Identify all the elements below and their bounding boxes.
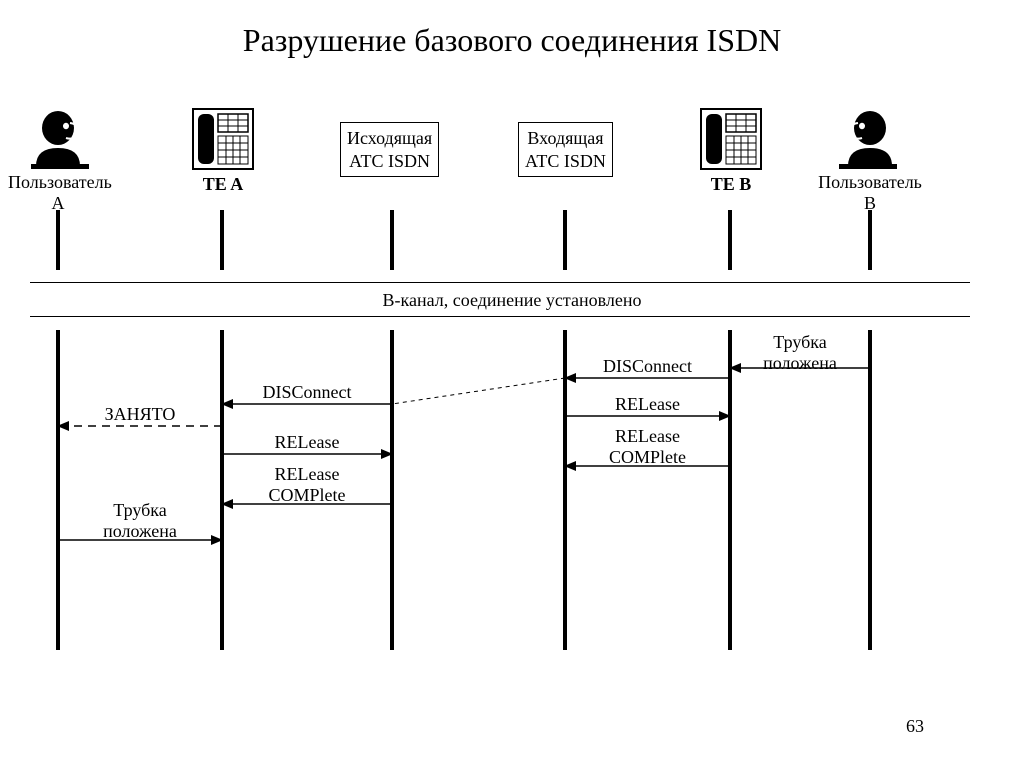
user-a-label: Пользователь А (8, 172, 108, 213)
lifeline-5 (868, 330, 872, 650)
lifeline-top-3 (563, 210, 567, 270)
message-label-2: DISConnect (222, 382, 392, 403)
lifeline-4 (728, 330, 732, 650)
atc-incoming-box: Входящая АТС ISDN (518, 122, 613, 177)
message-label-4: RELease (565, 394, 730, 415)
message-label-3: ЗАНЯТО (58, 404, 222, 425)
band-sep-top (30, 282, 970, 283)
lifeline-top-4 (728, 210, 732, 270)
user-b-icon (838, 108, 898, 170)
lifeline-top-2 (390, 210, 394, 270)
atc-outgoing-box: Исходящая АТС ISDN (340, 122, 439, 177)
lifeline-3 (563, 330, 567, 650)
user-a-icon (30, 108, 90, 170)
lifeline-top-1 (220, 210, 224, 270)
band-sep-bottom (30, 316, 970, 317)
te-b-label: TE B (702, 174, 760, 195)
te-a-icon (192, 108, 254, 170)
lifeline-0 (56, 330, 60, 650)
message-label-7: RELease COMPlete (222, 464, 392, 506)
page-title: Разрушение базового соединения ISDN (0, 22, 1024, 59)
page-number: 63 (906, 716, 924, 737)
message-label-8: Трубка положена (58, 500, 222, 542)
message-label-0: Трубка положена (730, 332, 870, 374)
message-label-5: RELease COMPlete (565, 426, 730, 468)
lifeline-top-5 (868, 210, 872, 270)
lifeline-top-0 (56, 210, 60, 270)
user-b-label: Пользователь В (812, 172, 928, 213)
message-label-6: RELease (222, 432, 392, 453)
message-label-1: DISConnect (565, 356, 730, 377)
te-a-label: TE A (194, 174, 252, 195)
te-b-icon (700, 108, 762, 170)
band-label: В-канал, соединение установлено (0, 290, 1024, 311)
